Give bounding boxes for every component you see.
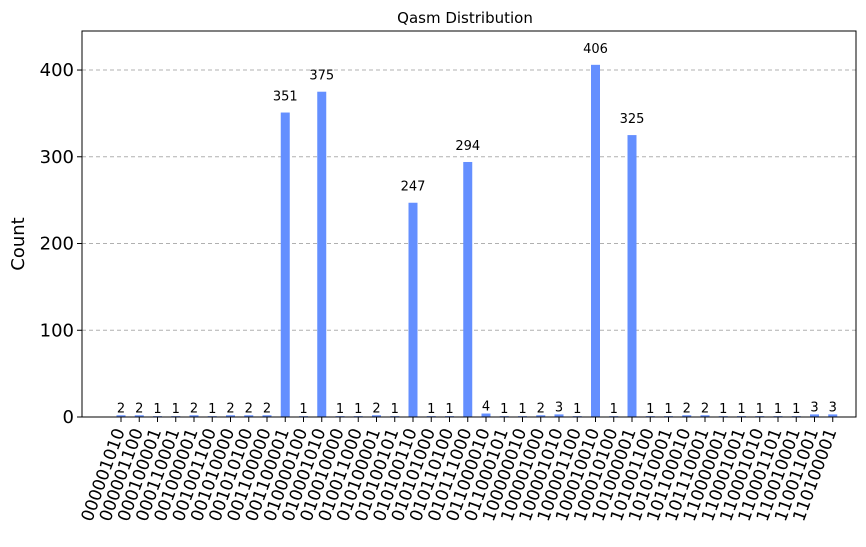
data-label: 1: [737, 402, 745, 417]
data-label: 1: [391, 402, 399, 417]
data-label: 2: [372, 401, 380, 416]
bar: [828, 414, 838, 417]
data-label: 2: [117, 401, 125, 416]
data-label: 1: [500, 402, 508, 417]
bar: [536, 415, 546, 417]
data-label: 2: [226, 401, 234, 416]
data-label: 3: [810, 400, 818, 415]
y-tick-label: 400: [40, 60, 74, 81]
data-label: 2: [245, 401, 253, 416]
data-label: 2: [135, 401, 143, 416]
bar: [408, 202, 418, 417]
data-label: 1: [445, 402, 453, 417]
data-label: 1: [610, 402, 618, 417]
data-label: 1: [427, 402, 435, 417]
data-label: 1: [719, 402, 727, 417]
bar: [262, 415, 272, 417]
data-label: 1: [153, 402, 161, 417]
data-label: 1: [518, 402, 526, 417]
data-label: 1: [336, 402, 344, 417]
data-label: 1: [792, 402, 800, 417]
bar: [372, 415, 381, 417]
bars: [116, 64, 838, 417]
bar: [627, 135, 637, 417]
chart-title: Qasm Distribution: [397, 9, 533, 27]
data-label: 1: [664, 402, 672, 417]
data-label: 1: [299, 402, 307, 417]
data-label: 375: [309, 69, 334, 84]
data-label: 1: [354, 402, 362, 417]
bar: [700, 415, 710, 417]
data-label: 406: [583, 42, 608, 57]
data-label: 325: [620, 112, 645, 127]
bar: [226, 415, 235, 417]
axes: 0100200300400000001010000001100000100001…: [40, 30, 857, 524]
data-label: 294: [455, 139, 480, 154]
bar: [317, 91, 327, 417]
data-label: 2: [683, 401, 691, 416]
bar: [810, 414, 819, 417]
data-label: 2: [537, 401, 545, 416]
bar: [591, 64, 600, 417]
y-axis-label: Count: [8, 217, 29, 270]
bar: [682, 415, 692, 417]
data-label: 1: [774, 402, 782, 417]
y-tick-label: 0: [63, 407, 74, 428]
y-tick-label: 100: [40, 320, 74, 341]
y-tick-label: 300: [40, 147, 74, 168]
bar: [116, 415, 126, 417]
bar: [134, 415, 144, 417]
bar: [244, 415, 254, 417]
bar: [463, 161, 473, 417]
data-label: 1: [573, 402, 581, 417]
bar: [554, 414, 564, 417]
bar: [280, 112, 290, 417]
y-tick-label: 200: [40, 234, 74, 255]
plot-frame: [81, 30, 857, 418]
data-label: 1: [756, 402, 764, 417]
data-label: 351: [273, 90, 298, 105]
data-label: 4: [482, 400, 490, 415]
data-label: 2: [263, 401, 271, 416]
bar: [189, 415, 199, 417]
data-label: 2: [190, 401, 198, 416]
data-label: 3: [555, 400, 563, 415]
data-label: 3: [829, 400, 837, 415]
bar: [481, 413, 491, 417]
data-label: 1: [172, 402, 180, 417]
data-label: 1: [646, 402, 654, 417]
data-label: 1: [208, 402, 216, 417]
data-label: 247: [401, 180, 426, 195]
data-label: 2: [701, 401, 709, 416]
